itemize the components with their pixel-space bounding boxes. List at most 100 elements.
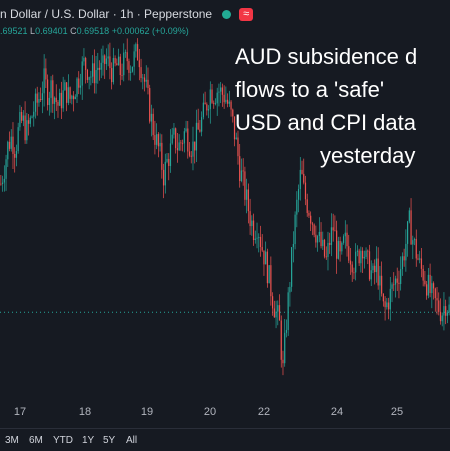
candle-body bbox=[365, 250, 367, 257]
annotation-line-1: AUD subsidence d bbox=[235, 44, 418, 69]
price-chart[interactable] bbox=[0, 38, 450, 398]
candle-body bbox=[438, 300, 440, 312]
candle-body bbox=[413, 239, 416, 241]
time-tick: 17 bbox=[13, 406, 27, 418]
candle-body bbox=[150, 113, 153, 122]
candle-body bbox=[43, 68, 45, 94]
symbol-title[interactable]: n Dollar / U.S. Dollar · 1h · Pepperston… bbox=[0, 7, 213, 21]
candle-body bbox=[265, 251, 267, 265]
change-value: +0.00062 (+0.09%) bbox=[111, 26, 189, 36]
candle-body bbox=[124, 52, 127, 54]
candle-body bbox=[64, 82, 66, 91]
candle-body bbox=[140, 67, 142, 79]
candle-body bbox=[213, 102, 215, 104]
candle-body bbox=[304, 182, 307, 200]
candle-body bbox=[223, 94, 225, 103]
candle-body bbox=[211, 89, 213, 103]
candle-body bbox=[394, 278, 397, 285]
market-status-icon bbox=[222, 9, 232, 19]
candle-body bbox=[446, 312, 449, 316]
candle-body bbox=[221, 87, 224, 95]
candle-body bbox=[439, 311, 442, 322]
candle-body bbox=[235, 137, 237, 140]
candle-body bbox=[104, 55, 106, 64]
candle-body bbox=[292, 244, 294, 248]
candle-body bbox=[301, 169, 303, 174]
candle-body bbox=[204, 102, 206, 105]
candle-body bbox=[145, 79, 147, 82]
candle-body bbox=[225, 99, 227, 103]
candle-body bbox=[180, 142, 182, 144]
candle-body bbox=[247, 189, 249, 212]
candle-body bbox=[337, 240, 339, 259]
low-value: 0.69401 bbox=[35, 26, 68, 36]
candle-body bbox=[12, 136, 14, 154]
candle-body bbox=[427, 274, 429, 296]
candle-body bbox=[154, 135, 156, 145]
candle-body bbox=[254, 238, 256, 240]
range-all-button[interactable]: All bbox=[126, 435, 138, 446]
candle-body bbox=[297, 189, 300, 200]
candle-body bbox=[15, 151, 18, 158]
candle-body bbox=[348, 246, 350, 261]
candle-body bbox=[344, 232, 346, 237]
candle-body bbox=[424, 280, 426, 285]
time-tick: 22 bbox=[257, 406, 271, 418]
range-3m-button[interactable]: 3M bbox=[5, 435, 19, 446]
candle-body bbox=[152, 113, 154, 136]
candle-body bbox=[19, 111, 21, 128]
candle-body bbox=[251, 220, 253, 227]
candle-body bbox=[131, 66, 134, 72]
candle-body bbox=[356, 250, 359, 252]
candle-body bbox=[434, 288, 436, 299]
candle-body bbox=[7, 141, 9, 160]
candle-body bbox=[33, 111, 35, 117]
candle-body bbox=[361, 250, 364, 259]
candle-body bbox=[242, 170, 244, 172]
candle-body bbox=[374, 265, 376, 273]
candle-body bbox=[294, 214, 296, 245]
candle-body bbox=[403, 256, 405, 261]
candle-body bbox=[119, 56, 121, 76]
candle-body bbox=[341, 242, 343, 252]
candle-body bbox=[239, 156, 241, 182]
range-1y-button[interactable]: 1Y bbox=[82, 435, 95, 446]
candle-body bbox=[112, 58, 114, 83]
candle-body bbox=[48, 97, 50, 106]
candle-body bbox=[72, 95, 75, 100]
candle-body bbox=[358, 250, 360, 264]
close-label: C bbox=[70, 26, 77, 36]
candle-body bbox=[46, 79, 49, 106]
candle-body bbox=[202, 102, 204, 118]
high-value: .69521 bbox=[0, 26, 28, 36]
candle-body bbox=[147, 79, 149, 89]
range-ytd-button[interactable]: YTD bbox=[53, 435, 73, 446]
candle-body bbox=[121, 75, 123, 76]
candle-body bbox=[325, 256, 327, 258]
candle-body bbox=[336, 230, 338, 259]
candle-body bbox=[188, 151, 191, 156]
candle-body bbox=[280, 320, 282, 360]
candle-body bbox=[59, 92, 61, 106]
candle-body bbox=[168, 158, 170, 166]
candle-body bbox=[318, 231, 320, 237]
candle-body bbox=[226, 99, 229, 104]
range-5y-button[interactable]: 5Y bbox=[103, 435, 116, 446]
candle-body bbox=[228, 101, 230, 104]
candle-body bbox=[284, 332, 286, 364]
ohlc-readout: .69521 L0.69401 C0.69518 +0.00062 (+0.09… bbox=[0, 26, 189, 36]
candle-body bbox=[256, 237, 258, 239]
annotation-line-2: flows to a 'safe' bbox=[235, 77, 385, 102]
candle-body bbox=[102, 55, 104, 63]
time-axis[interactable]: 17 18 19 20 22 24 25 bbox=[0, 398, 450, 426]
candle-body bbox=[384, 301, 386, 308]
candle-body bbox=[175, 128, 177, 149]
candle-body bbox=[209, 89, 211, 110]
candle-body bbox=[171, 134, 173, 144]
candle-body bbox=[142, 77, 144, 79]
candle-body bbox=[97, 67, 99, 71]
candle-body bbox=[368, 251, 371, 280]
candle-body bbox=[138, 60, 140, 68]
candle-body bbox=[240, 170, 243, 182]
range-6m-button[interactable]: 6M bbox=[29, 435, 43, 446]
